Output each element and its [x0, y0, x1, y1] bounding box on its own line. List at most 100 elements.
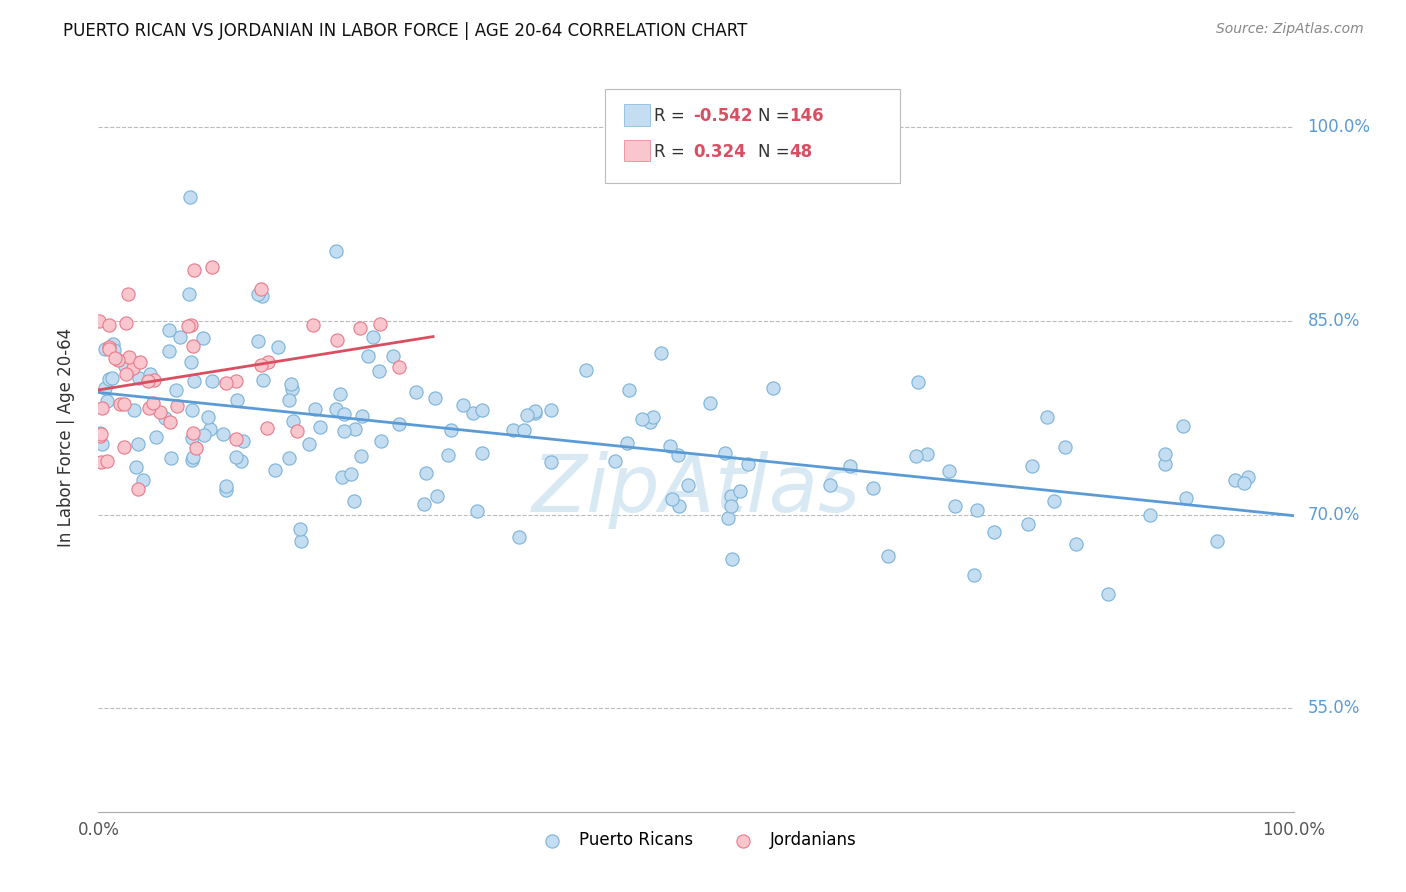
Point: [423, 392, 446, 406]
Point: [142, 396, 165, 410]
Point: [114, 359, 136, 373]
Point: [180, 431, 202, 445]
Point: [325, 244, 347, 259]
Point: [91, 436, 114, 450]
Point: [115, 367, 138, 381]
Point: [668, 500, 690, 514]
Point: [720, 489, 742, 503]
Point: [201, 260, 224, 275]
Point: [198, 422, 221, 436]
Point: [1175, 491, 1198, 505]
Point: [762, 381, 785, 395]
Point: [1017, 517, 1039, 532]
Point: [183, 425, 205, 440]
Point: [508, 530, 530, 544]
Point: [166, 400, 188, 414]
Text: 48: 48: [789, 143, 811, 161]
Point: [1153, 457, 1175, 471]
Point: [96, 454, 118, 468]
Point: [502, 423, 524, 437]
Point: [352, 409, 374, 423]
Text: 100.0%: 100.0%: [1308, 118, 1371, 136]
Point: [676, 477, 699, 491]
Point: [540, 455, 562, 469]
Point: [426, 489, 449, 503]
Point: [344, 422, 367, 436]
Point: [326, 333, 349, 347]
Text: R =: R =: [654, 107, 690, 125]
Point: [714, 446, 737, 460]
Point: [125, 460, 148, 475]
Point: [278, 392, 301, 407]
Point: [128, 355, 150, 369]
Text: 70.0%: 70.0%: [1308, 506, 1360, 524]
Point: [184, 441, 207, 455]
Point: [114, 316, 136, 330]
Point: [214, 376, 236, 390]
Point: [616, 435, 638, 450]
Point: [661, 492, 683, 507]
Point: [118, 350, 141, 364]
Point: [370, 434, 392, 448]
Point: [1097, 587, 1119, 601]
Point: [361, 330, 384, 344]
Point: [138, 401, 160, 415]
Point: [699, 395, 721, 409]
Point: [516, 409, 538, 423]
Point: [94, 342, 117, 356]
Point: [181, 339, 204, 353]
Point: [1064, 536, 1087, 550]
Point: [290, 533, 312, 548]
Point: [666, 448, 689, 462]
Point: [1139, 508, 1161, 522]
Point: [97, 318, 120, 332]
Text: N =: N =: [758, 143, 794, 161]
Point: [280, 376, 302, 391]
Point: [1233, 476, 1256, 491]
Point: [225, 450, 247, 465]
Point: [179, 190, 201, 204]
Point: [249, 282, 271, 296]
Point: [110, 397, 132, 411]
Text: PUERTO RICAN VS JORDANIAN IN LABOR FORCE | AGE 20-64 CORRELATION CHART: PUERTO RICAN VS JORDANIAN IN LABOR FORCE…: [63, 22, 748, 40]
Point: [127, 482, 149, 496]
Point: [349, 320, 371, 334]
Point: [388, 360, 411, 375]
Point: [183, 263, 205, 277]
Point: [112, 440, 135, 454]
Point: [180, 355, 202, 369]
Point: [575, 363, 598, 377]
Point: [451, 398, 474, 412]
Point: [281, 382, 304, 396]
Point: [513, 423, 536, 437]
Point: [304, 401, 326, 416]
Point: [617, 383, 640, 397]
Point: [136, 374, 159, 388]
Point: [343, 494, 366, 508]
Point: [215, 483, 238, 497]
Point: [340, 467, 363, 481]
Point: [357, 349, 380, 363]
Text: Source: ZipAtlas.com: Source: ZipAtlas.com: [1216, 22, 1364, 37]
Point: [122, 361, 145, 376]
Point: [638, 415, 661, 429]
Point: [415, 466, 437, 480]
Point: [283, 414, 305, 428]
Point: [90, 454, 112, 468]
Point: [225, 432, 247, 446]
Point: [212, 426, 235, 441]
Point: [112, 397, 135, 411]
Point: [966, 503, 988, 517]
Point: [983, 525, 1005, 540]
Point: [153, 411, 176, 425]
Point: [471, 446, 494, 460]
Point: [267, 340, 290, 354]
Point: [907, 376, 929, 390]
Point: [132, 473, 155, 487]
Point: [247, 334, 270, 348]
Text: N =: N =: [758, 107, 794, 125]
Point: [288, 522, 311, 536]
Point: [308, 419, 330, 434]
Point: [862, 481, 884, 495]
Point: [717, 510, 740, 524]
